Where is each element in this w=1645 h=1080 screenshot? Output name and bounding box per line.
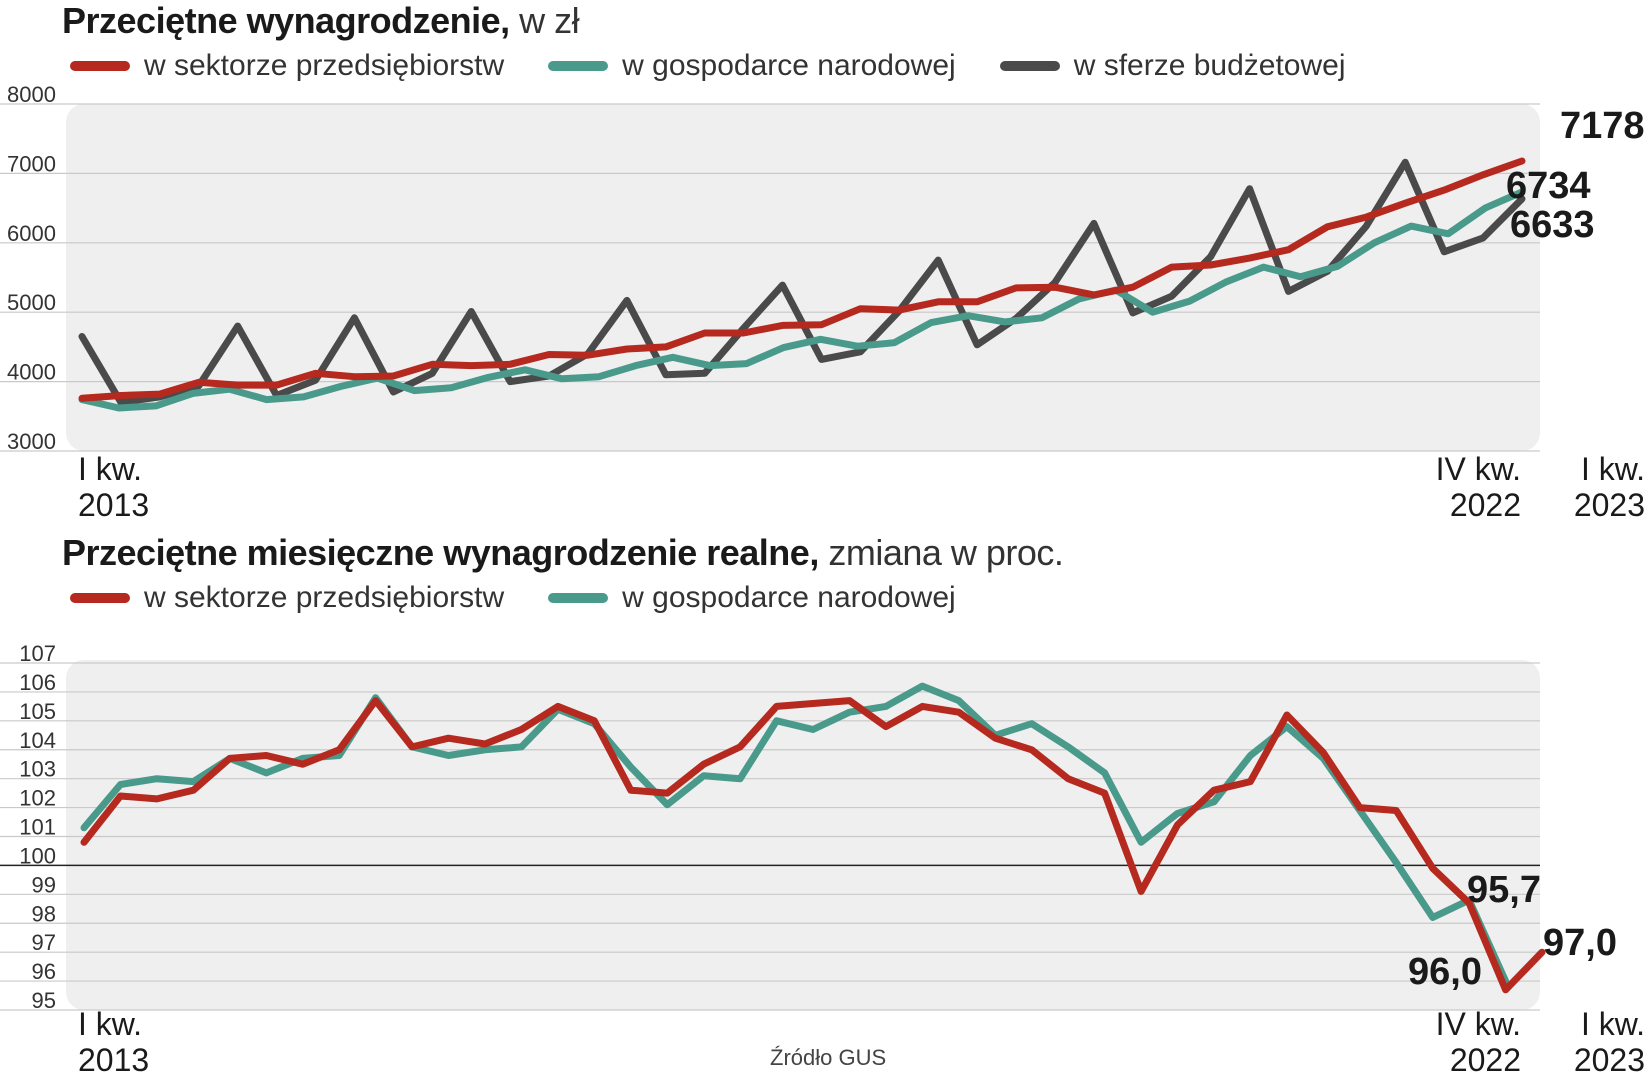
y-tick-label: 96: [32, 959, 56, 984]
y-tick-label: 8000: [7, 82, 56, 107]
y-tick-label: 107: [19, 641, 56, 666]
chart1-title-bold: Przeciętne wynagrodzenie,: [62, 0, 510, 41]
end-value-label: 97,0: [1543, 922, 1617, 964]
legend-swatch-red: [70, 593, 130, 603]
legend-swatch-teal: [548, 61, 609, 71]
y-tick-label: 98: [32, 901, 56, 926]
y-tick-label: 3000: [7, 429, 56, 454]
chart2-legend: w sektorze przedsiębiorstw w gospodarce …: [70, 578, 1000, 618]
legend-label: w sektorze przedsiębiorstw: [144, 49, 505, 82]
y-tick-label: 103: [19, 757, 56, 782]
y-tick-label: 104: [19, 728, 56, 753]
legend-swatch-teal: [548, 593, 609, 603]
x-tick-label: IV kw.: [1436, 1006, 1521, 1042]
legend-label: w sektorze przedsiębiorstw: [144, 581, 505, 614]
end-value-label: 6633: [1510, 204, 1595, 246]
y-tick-label: 102: [19, 786, 56, 811]
x-tick-label: 2022: [1450, 487, 1521, 523]
end-value-label: 7178: [1560, 105, 1645, 147]
legend-swatch-red: [70, 61, 130, 71]
source-note: Źródło GUS: [770, 1045, 887, 1070]
y-tick-label: 106: [19, 670, 56, 695]
y-tick-label: 4000: [7, 360, 56, 385]
legend-swatch-gray: [999, 61, 1060, 71]
x-tick-label: I kw.: [1581, 1006, 1645, 1042]
y-tick-label: 7000: [7, 151, 56, 176]
y-tick-label: 105: [19, 699, 56, 724]
legend-item-przedsiebiorstw: w sektorze przedsiębiorstw: [70, 581, 504, 615]
end-value-label: 95,7: [1467, 869, 1541, 911]
x-tick-label: I kw.: [1581, 451, 1645, 487]
chart2-subtitle: zmiana w proc.: [828, 532, 1064, 573]
legend-label: w sferze budżetowej: [1073, 49, 1346, 82]
chart1-subtitle: w zł: [519, 0, 580, 41]
x-tick-label: I kw.: [78, 451, 142, 487]
legend-item-budzetowa: w sferze budżetowej: [999, 49, 1346, 83]
series-line: [78, 188, 1526, 412]
y-tick-label: 101: [19, 815, 56, 840]
chart1-legend: w sektorze przedsiębiorstw w gospodarce …: [70, 46, 1390, 86]
y-tick-label: 99: [32, 872, 56, 897]
y-tick-label: 5000: [7, 290, 56, 315]
x-tick-label: IV kw.: [1436, 451, 1521, 487]
x-tick-label: 2023: [1574, 487, 1645, 523]
x-tick-label: I kw.: [78, 1006, 142, 1042]
y-tick-label: 95: [32, 988, 56, 1013]
legend-item-gospodarka: w gospodarce narodowej: [548, 581, 956, 615]
end-value-label: 6734: [1506, 165, 1591, 207]
x-tick-label: 2022: [1450, 1042, 1521, 1078]
chart2-title: Przeciętne miesięczne wynagrodzenie real…: [62, 532, 1064, 574]
legend-item-przedsiebiorstw: w sektorze przedsiębiorstw: [70, 49, 504, 83]
x-tick-label: 2013: [78, 487, 149, 523]
chart2-title-bold: Przeciętne miesięczne wynagrodzenie real…: [62, 532, 819, 573]
legend-label: w gospodarce narodowej: [622, 581, 956, 614]
y-tick-label: 6000: [7, 221, 56, 246]
y-tick-label: 97: [32, 930, 56, 955]
end-value-label: 96,0: [1408, 951, 1482, 993]
x-tick-label: 2023: [1574, 1042, 1645, 1078]
legend-label: w gospodarce narodowej: [622, 49, 956, 82]
series-line: [78, 157, 1526, 402]
plot-background: [66, 660, 1540, 1010]
chart1-title: Przeciętne wynagrodzenie, w zł: [62, 0, 580, 42]
legend-item-gospodarka: w gospodarce narodowej: [548, 49, 956, 83]
x-tick-label: 2013: [78, 1042, 149, 1078]
series-line: [80, 697, 1546, 994]
y-tick-label: 100: [19, 843, 56, 868]
